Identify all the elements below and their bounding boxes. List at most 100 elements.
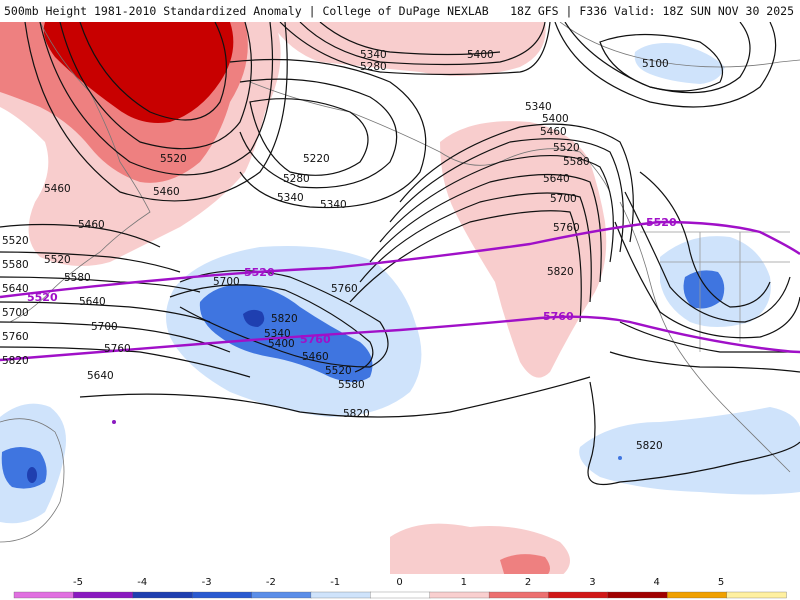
colorbar-tick-label: -1 xyxy=(330,577,340,588)
colorbar-swatch xyxy=(607,591,668,599)
contour-label: 5340 xyxy=(264,328,291,340)
contour-label: 5640 xyxy=(543,173,570,185)
contour-label: 5400 xyxy=(467,49,494,61)
reference-label: 5520 xyxy=(244,266,275,279)
marker-dot xyxy=(112,420,116,424)
contour-label: 5760 xyxy=(331,283,358,295)
colorbar-swatch xyxy=(132,591,193,599)
contour-label: 5220 xyxy=(303,153,330,165)
contour-5820-south xyxy=(79,376,591,418)
reference-5520-line xyxy=(0,220,800,299)
contour-label: 5520 xyxy=(325,365,352,377)
contour-label: 5760 xyxy=(104,343,131,355)
contour-5280 xyxy=(239,78,398,189)
contour-5580-ridge xyxy=(369,173,602,283)
colorbar-tick-label: 5 xyxy=(718,577,724,588)
colorbar-tick-label: 3 xyxy=(589,577,595,588)
reference-5760-line xyxy=(0,315,800,362)
reference-label: 5520 xyxy=(27,291,58,304)
coast-alaska xyxy=(249,81,611,193)
contour-label: 5340 xyxy=(525,101,552,113)
contour-label-layer: 5340 5400 5280 5100 5520 5460 5220 5280 … xyxy=(2,49,669,452)
contour-label: 5280 xyxy=(283,173,310,185)
contour-label: 5820 xyxy=(271,313,298,325)
contour-label: 5400 xyxy=(542,113,569,125)
reference-lines xyxy=(0,220,800,362)
contour-north-1 xyxy=(564,22,751,94)
anomaly-shading xyxy=(0,22,800,577)
contour-5220 xyxy=(249,98,369,176)
contour-5400-north xyxy=(279,22,551,76)
contour-east-5820 xyxy=(587,381,800,486)
colorbar-swatch xyxy=(251,591,312,599)
contour-label: 5520 xyxy=(2,235,29,247)
contour-label: 5820 xyxy=(636,440,663,452)
colorbar-swatch xyxy=(73,591,134,599)
colorbar: -5 -4 -3 -2 -1 0 1 2 3 4 5 xyxy=(0,574,800,600)
colorbar-swatches xyxy=(13,591,787,599)
contour-label: 5100 xyxy=(642,58,669,70)
colorbar-swatch xyxy=(667,591,728,599)
contour-label: 5460 xyxy=(44,183,71,195)
contour-5460-ridge xyxy=(389,138,624,253)
contour-label: 5460 xyxy=(78,219,105,231)
contour-label: 5280 xyxy=(360,61,387,73)
contour-label: 5580 xyxy=(338,379,365,391)
contour-sw-low-3 xyxy=(614,221,800,339)
run-info: 18Z GFS | F336 Valid: 18Z SUN NOV 30 202… xyxy=(510,4,794,18)
contour-west-5760 xyxy=(0,346,251,378)
contour-label: 5700 xyxy=(91,321,118,333)
state-lines xyxy=(640,231,790,352)
negative-anomaly-west-strong xyxy=(27,467,37,483)
negative-anomaly-west-mid xyxy=(1,447,47,489)
contour-label: 5460 xyxy=(153,186,180,198)
positive-anomaly-south-mid xyxy=(500,554,550,577)
contour-label: 5400 xyxy=(268,338,295,350)
contour-label: 5520 xyxy=(44,254,71,266)
contour-label: 5640 xyxy=(87,370,114,382)
contour-low-2 xyxy=(59,22,253,150)
contour-label: 5820 xyxy=(547,266,574,278)
colorbar-tick-label: 2 xyxy=(525,577,531,588)
contour-label: 5460 xyxy=(540,126,567,138)
contour-label: 5640 xyxy=(2,283,29,295)
colorbar-tick-label: -3 xyxy=(202,577,212,588)
colorbar-swatch xyxy=(548,591,609,599)
contour-west-5460 xyxy=(0,223,161,248)
anomaly-map: 5340 5400 5280 5100 5520 5460 5220 5280 … xyxy=(0,22,800,577)
contour-label: 5520 xyxy=(553,142,580,154)
reference-label: 5520 xyxy=(646,216,677,229)
colorbar-tick-label: 1 xyxy=(461,577,467,588)
negative-anomaly-central-strong xyxy=(243,309,265,327)
map-title: 500mb Height 1981-2010 Standardized Anom… xyxy=(4,4,489,18)
contour-label: 5700 xyxy=(550,193,577,205)
contour-label: 5760 xyxy=(553,222,580,234)
header-bar: 500mb Height 1981-2010 Standardized Anom… xyxy=(0,0,800,22)
colorbar-swatch xyxy=(726,591,787,599)
contour-label: 5340 xyxy=(320,199,347,211)
contour-west-5640 xyxy=(0,301,211,323)
reference-label: 5760 xyxy=(300,333,331,346)
contour-5280-north xyxy=(319,22,501,56)
contour-label: 5820 xyxy=(2,355,29,367)
contour-label: 5700 xyxy=(2,307,29,319)
colorbar-tick-label: -4 xyxy=(137,577,147,588)
colorbar-tick-label: 0 xyxy=(396,577,402,588)
colorbar-tick-label: -2 xyxy=(266,577,276,588)
contour-label: 5460 xyxy=(302,351,329,363)
contour-trough-2 xyxy=(169,284,374,373)
colorbar-swatch xyxy=(370,591,431,599)
contour-label: 5700 xyxy=(213,276,240,288)
contour-label: 5760 xyxy=(2,331,29,343)
colorbar-tick-labels: -5 -4 -3 -2 -1 0 1 2 3 4 5 xyxy=(73,577,724,588)
colorbar-swatch xyxy=(13,591,75,599)
contour-5520-nw xyxy=(39,22,274,176)
contour-east-5700 xyxy=(619,321,800,353)
contour-5640-ridge xyxy=(359,192,592,303)
contour-5520-ridge xyxy=(379,154,614,263)
contour-label: 5640 xyxy=(79,296,106,308)
contour-label: 5520 xyxy=(160,153,187,165)
negative-anomaly-central-mid xyxy=(199,284,373,382)
contour-west-5580 xyxy=(0,276,201,293)
contour-5340-north xyxy=(299,22,546,66)
